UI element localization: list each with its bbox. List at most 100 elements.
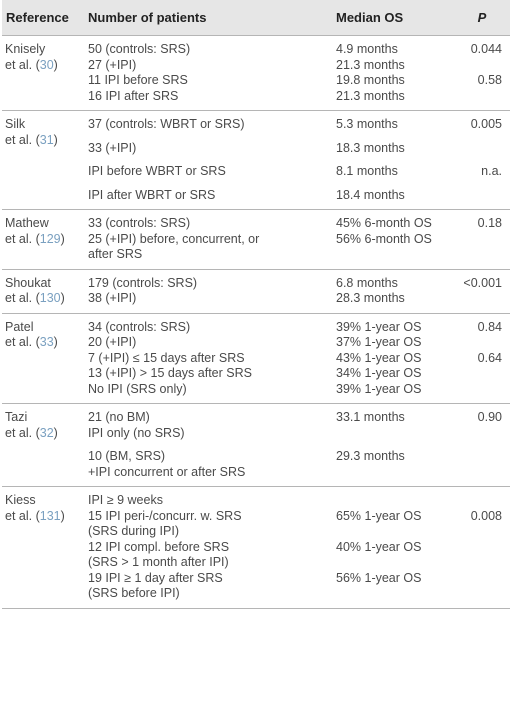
p-cell (454, 291, 510, 313)
p-cell (454, 571, 510, 587)
table-row: 11 IPI before SRS 19.8 months 0.58 (2, 73, 510, 89)
patients-cell: 37 (controls: WBRT or SRS) (88, 117, 245, 131)
table-header: Reference Number of patients Median OS P (2, 0, 510, 36)
study-group: Shoukat et al. (130) 179 (controls: SRS)… (2, 269, 510, 313)
patients-cell: IPI before WBRT or SRS (88, 164, 226, 178)
p-cell: n.a. (481, 164, 502, 178)
results-table: Reference Number of patients Median OS P… (2, 0, 510, 609)
table-row: 19 IPI ≥ 1 day after SRS 56% 1-year OS (2, 571, 510, 587)
table-row: 38 (+IPI) 28.3 months (2, 291, 510, 313)
table-row: Patel et al. (33) 34 (controls: SRS) 39%… (2, 313, 510, 350)
citation-link[interactable]: 32 (39, 425, 54, 440)
table-row: 7 (+IPI) ≤ 15 days after SRS 43% 1-year … (2, 351, 510, 367)
table-row: after SRS (2, 247, 510, 269)
table-row: 13 (+IPI) > 15 days after SRS 34% 1-year… (2, 366, 510, 382)
table-row: Silk et al. (31) 37 (controls: WBRT or S… (2, 111, 510, 147)
p-cell (454, 133, 510, 157)
p-cell (454, 335, 510, 351)
p-cell (454, 247, 510, 269)
patients-cell: 20 (+IPI) (88, 335, 137, 349)
table-row: 10 (BM, SRS) 29.3 months (2, 441, 510, 465)
p-cell: 0.64 (477, 350, 502, 365)
table-row: 16 IPI after SRS 21.3 months (2, 89, 510, 111)
author: Tazi (5, 410, 28, 424)
os-cell: 21.3 months (336, 88, 405, 103)
patients-cell: 25 (+IPI) before, concurrent, or (88, 231, 260, 246)
os-cell (332, 247, 454, 269)
patients-cell: 16 IPI after SRS (88, 88, 179, 103)
os-cell: 18.3 months (336, 140, 405, 155)
patients-cell: IPI only (no SRS) (88, 425, 185, 440)
table-row: IPI before WBRT or SRS 8.1 months n.a. (2, 156, 510, 180)
os-cell: 65% 1-year OS (336, 508, 422, 523)
etal: et al. ( (5, 508, 40, 523)
table-row: IPI after WBRT or SRS 18.4 months (2, 180, 510, 210)
header-p: P (454, 0, 510, 36)
patients-cell: +IPI concurrent or after SRS (88, 464, 246, 479)
os-cell: 28.3 months (336, 291, 405, 305)
os-cell: 43% 1-year OS (336, 350, 422, 365)
table-row: +IPI concurrent or after SRS (2, 465, 510, 487)
patients-cell: 10 (BM, SRS) (88, 449, 166, 463)
p-cell (454, 58, 510, 74)
p-cell (454, 180, 510, 210)
os-cell: 18.4 months (336, 187, 405, 202)
study-group: Silk et al. (31) 37 (controls: WBRT or S… (2, 110, 510, 210)
citation-link[interactable]: 129 (39, 231, 61, 246)
p-cell: 0.84 (477, 319, 502, 334)
study-group: Patel et al. (33) 34 (controls: SRS) 39%… (2, 313, 510, 404)
patients-cell: IPI ≥ 9 weeks (88, 493, 163, 507)
table-row: (SRS > 1 month after IPI) (2, 555, 510, 571)
header-median-os: Median OS (332, 0, 454, 36)
author: Kiess (5, 493, 36, 507)
citation-link[interactable]: 33 (39, 335, 54, 349)
table-row: 12 IPI compl. before SRS 40% 1-year OS (2, 540, 510, 556)
table-row: Mathew et al. (129) 33 (controls: SRS) 4… (2, 210, 510, 246)
os-cell: 29.3 months (336, 449, 405, 463)
patients-cell: 7 (+IPI) ≤ 15 days after SRS (88, 350, 245, 365)
patients-cell: 27 (+IPI) (88, 57, 137, 72)
os-cell (332, 487, 454, 509)
os-cell: 34% 1-year OS (336, 366, 422, 380)
table-row: 25 (+IPI) before, concurrent, or 56% 6-m… (2, 232, 510, 248)
os-cell: 4.9 months (336, 42, 398, 56)
patients-cell: 12 IPI compl. before SRS (88, 539, 230, 554)
table-row: (SRS before IPI) (2, 586, 510, 608)
etal: et al. ( (5, 132, 40, 147)
reference-cell: Patel et al. (33) (5, 319, 58, 350)
study-group: Knisely et al. (30) 50 (controls: SRS) 4… (2, 35, 510, 111)
table-row: Shoukat et al. (130) 179 (controls: SRS)… (2, 269, 510, 306)
os-cell: 56% 6-month OS (336, 231, 432, 246)
citation-link[interactable]: 30 (39, 57, 54, 72)
author: Patel (5, 319, 34, 334)
p-cell: 0.044 (470, 42, 502, 56)
p-cell (454, 232, 510, 248)
etal: et al. ( (5, 57, 40, 72)
patients-cell: 11 IPI before SRS (88, 73, 188, 87)
os-cell: 6.8 months (336, 275, 398, 290)
os-cell (332, 465, 454, 487)
p-cell: 0.18 (477, 216, 502, 230)
study-group: Mathew et al. (129) 33 (controls: SRS) 4… (2, 209, 510, 270)
os-cell (332, 524, 454, 540)
os-cell: 5.3 months (336, 117, 398, 131)
os-cell: 33.1 months (336, 410, 405, 424)
author: Silk (5, 117, 26, 131)
etal: et al. ( (5, 425, 40, 440)
patients-cell: 13 (+IPI) > 15 days after SRS (88, 366, 252, 380)
patients-cell: 21 (no BM) (88, 410, 150, 424)
patients-cell: (SRS > 1 month after IPI) (88, 555, 229, 569)
citation-link[interactable]: 131 (39, 508, 61, 523)
reference-cell: Mathew et al. (129) (5, 216, 65, 246)
reference-cell: Shoukat et al. (130) (5, 275, 65, 306)
p-cell (454, 366, 510, 382)
citation-link[interactable]: 130 (39, 291, 61, 305)
reference-cell: Knisely et al. (30) (5, 42, 58, 72)
p-cell: <0.001 (463, 275, 502, 290)
citation-link[interactable]: 31 (39, 132, 54, 147)
author: Mathew (5, 216, 49, 230)
table-row: Kiess et al. (131) IPI ≥ 9 weeks (2, 487, 510, 523)
table-row: IPI only (no SRS) (2, 426, 510, 442)
etal: et al. ( (5, 335, 40, 349)
author: Knisely (5, 42, 46, 56)
